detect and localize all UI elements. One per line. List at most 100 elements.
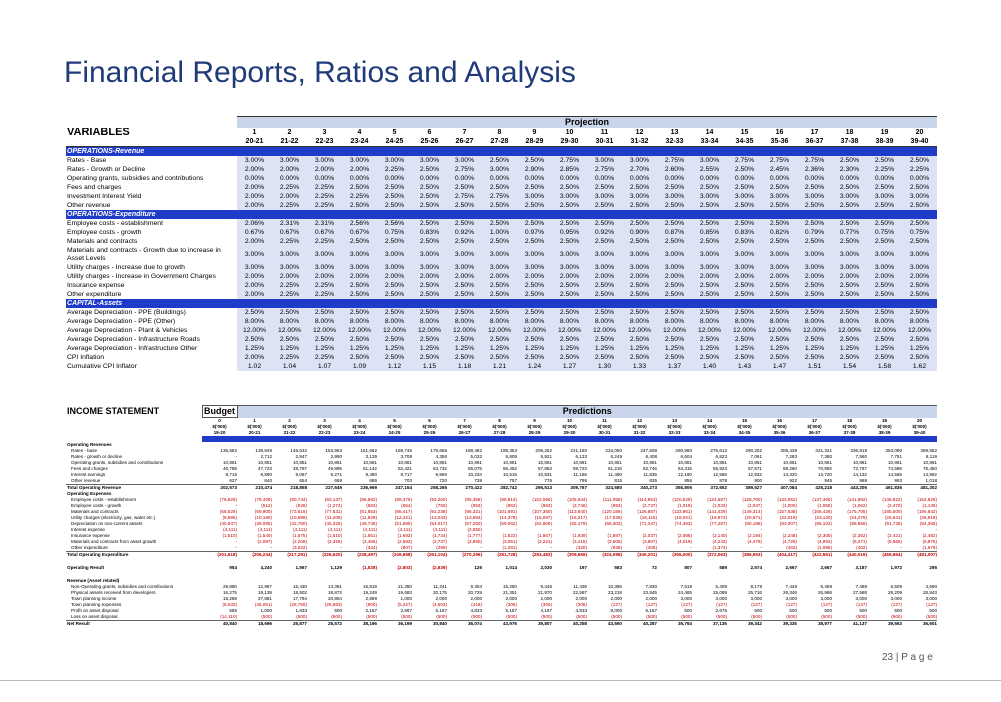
income-row-label: Fees and charges xyxy=(71,466,108,471)
variable-value: 1.21 xyxy=(482,362,517,371)
income-value: (963) xyxy=(541,503,552,508)
income-value: 126 xyxy=(474,565,482,570)
variable-value: 2.50% xyxy=(867,183,902,192)
year-label: 25-26 xyxy=(423,430,436,435)
variable-value: 2.50% xyxy=(762,281,797,290)
income-value: (500) xyxy=(611,614,622,619)
period-number: 1 xyxy=(253,417,256,423)
income-value: 10,861 xyxy=(502,460,517,465)
variable-row: Utility charges - Increase in Government… xyxy=(66,272,937,281)
variable-value: 2.50% xyxy=(657,290,692,299)
unit-label: $('000) xyxy=(317,424,332,429)
unit-label: $('000) xyxy=(877,424,892,429)
income-value: 19,249 xyxy=(362,590,377,595)
variable-value: 2.50% xyxy=(692,281,727,290)
projection-header-row: Projection xyxy=(66,116,937,128)
variable-label: Average Depreciation - PPE (Other) xyxy=(66,317,237,326)
income-value: 234,050 xyxy=(605,448,622,453)
variable-value: 1.07 xyxy=(307,362,342,371)
variable-value: 2.50% xyxy=(377,281,412,290)
variable-value: 2.50% xyxy=(552,201,587,210)
variable-value: 2.50% xyxy=(692,183,727,192)
variable-label: Utility charges - Increase in Government… xyxy=(66,272,237,281)
bar-segment xyxy=(762,436,797,442)
variable-value: 1.25% xyxy=(832,344,867,353)
variable-value: 2.50% xyxy=(412,237,447,246)
income-value: (127) xyxy=(786,602,797,607)
income-value: 38,196 xyxy=(342,620,377,627)
income-value: (76,826) xyxy=(219,497,237,502)
variable-value: 2.50% xyxy=(587,308,622,317)
income-value: (3,221) xyxy=(537,539,552,544)
variable-value: 3.00% xyxy=(692,192,727,201)
variable-value: 1.33 xyxy=(622,362,657,371)
income-value: 221,150 xyxy=(570,448,587,453)
variable-value: 2.50% xyxy=(902,219,937,228)
income-value: - xyxy=(620,527,622,532)
variable-value: 2.50% xyxy=(517,219,552,228)
variable-label: Insurance expense xyxy=(66,281,237,290)
income-row-label: Other revenue xyxy=(71,478,101,483)
income-value: 389,527 xyxy=(727,484,762,491)
income-value: 290,202 xyxy=(745,448,762,453)
income-value: 585 xyxy=(229,608,237,613)
income-value: 8,000 xyxy=(610,608,623,613)
year-label: 37-38 xyxy=(832,137,867,147)
variable-value: 12.00% xyxy=(377,326,412,335)
income-value: 10,861 xyxy=(467,460,482,465)
variable-row: Average Depreciation - Plant & Vehicles 1… xyxy=(66,326,937,335)
variable-row: Employee costs - establishment 2.06% 2.31%… xyxy=(66,219,937,228)
income-value: (26,819) xyxy=(919,515,937,520)
variable-value: 0.00% xyxy=(307,174,342,183)
variable-value: 3.00% xyxy=(237,263,272,272)
income-row-label: Depreciation on non-current assets xyxy=(71,521,143,526)
variable-value: 2.50% xyxy=(342,353,377,362)
income-value: (4,243) xyxy=(712,539,727,544)
unit-label: $('000) xyxy=(597,424,612,429)
income-value: 25,089 xyxy=(712,590,727,595)
income-value: 28,843 xyxy=(922,590,937,595)
income-value: (68,529) xyxy=(219,509,237,514)
variable-value: 2.00% xyxy=(622,272,657,281)
income-value: 669 xyxy=(334,478,342,483)
variable-value: 3.00% xyxy=(762,246,797,263)
variable-value: 2.50% xyxy=(622,237,657,246)
variable-value: 1.25% xyxy=(377,344,412,353)
income-value: (5,271) xyxy=(852,539,867,544)
variable-value: 0.00% xyxy=(902,174,937,183)
income-value: (54,017) xyxy=(429,521,447,526)
variable-value: 2.50% xyxy=(552,183,587,192)
variable-value: 3.00% xyxy=(447,263,482,272)
income-value: (993) xyxy=(611,503,622,508)
income-value: (2,305) xyxy=(817,533,832,538)
income-value: (404,417) xyxy=(762,551,797,558)
income-value: (19,972) xyxy=(709,515,727,520)
unit-label: $('000) xyxy=(282,424,297,429)
income-value: (402) xyxy=(856,545,867,550)
income-value: (418) xyxy=(471,602,482,607)
income-value: 305,438 xyxy=(780,448,797,453)
variable-value: 3.00% xyxy=(657,192,692,201)
variable-value: 12.00% xyxy=(902,326,937,335)
variable-value: 2.50% xyxy=(692,353,727,362)
income-value: 481,302 xyxy=(902,484,937,491)
variable-value: 2.00% xyxy=(342,272,377,281)
income-value: 3,000 xyxy=(785,596,798,601)
period-number: 9 xyxy=(533,417,536,423)
variable-value: 2.50% xyxy=(832,290,867,299)
variable-value: 1.25% xyxy=(692,344,727,353)
income-value: (42,760) xyxy=(289,521,307,526)
variable-value: 8.00% xyxy=(692,317,727,326)
income-value: (120,186) xyxy=(602,509,622,514)
variable-value: 2.50% xyxy=(657,237,692,246)
variable-value: 0.00% xyxy=(867,174,902,183)
income-value: 10,861 xyxy=(607,460,622,465)
income-value: 627 xyxy=(229,478,237,483)
variable-value: 1.04 xyxy=(272,362,307,371)
variable-value: 3.00% xyxy=(727,263,762,272)
income-header-row: INCOME STATEMENT Budget Predictions xyxy=(66,405,937,418)
variable-value: 3.00% xyxy=(517,263,552,272)
income-value: 2,990 xyxy=(330,454,343,459)
income-row-label: Profit on asset disposal xyxy=(71,608,119,613)
period-number: 11 xyxy=(600,129,609,136)
